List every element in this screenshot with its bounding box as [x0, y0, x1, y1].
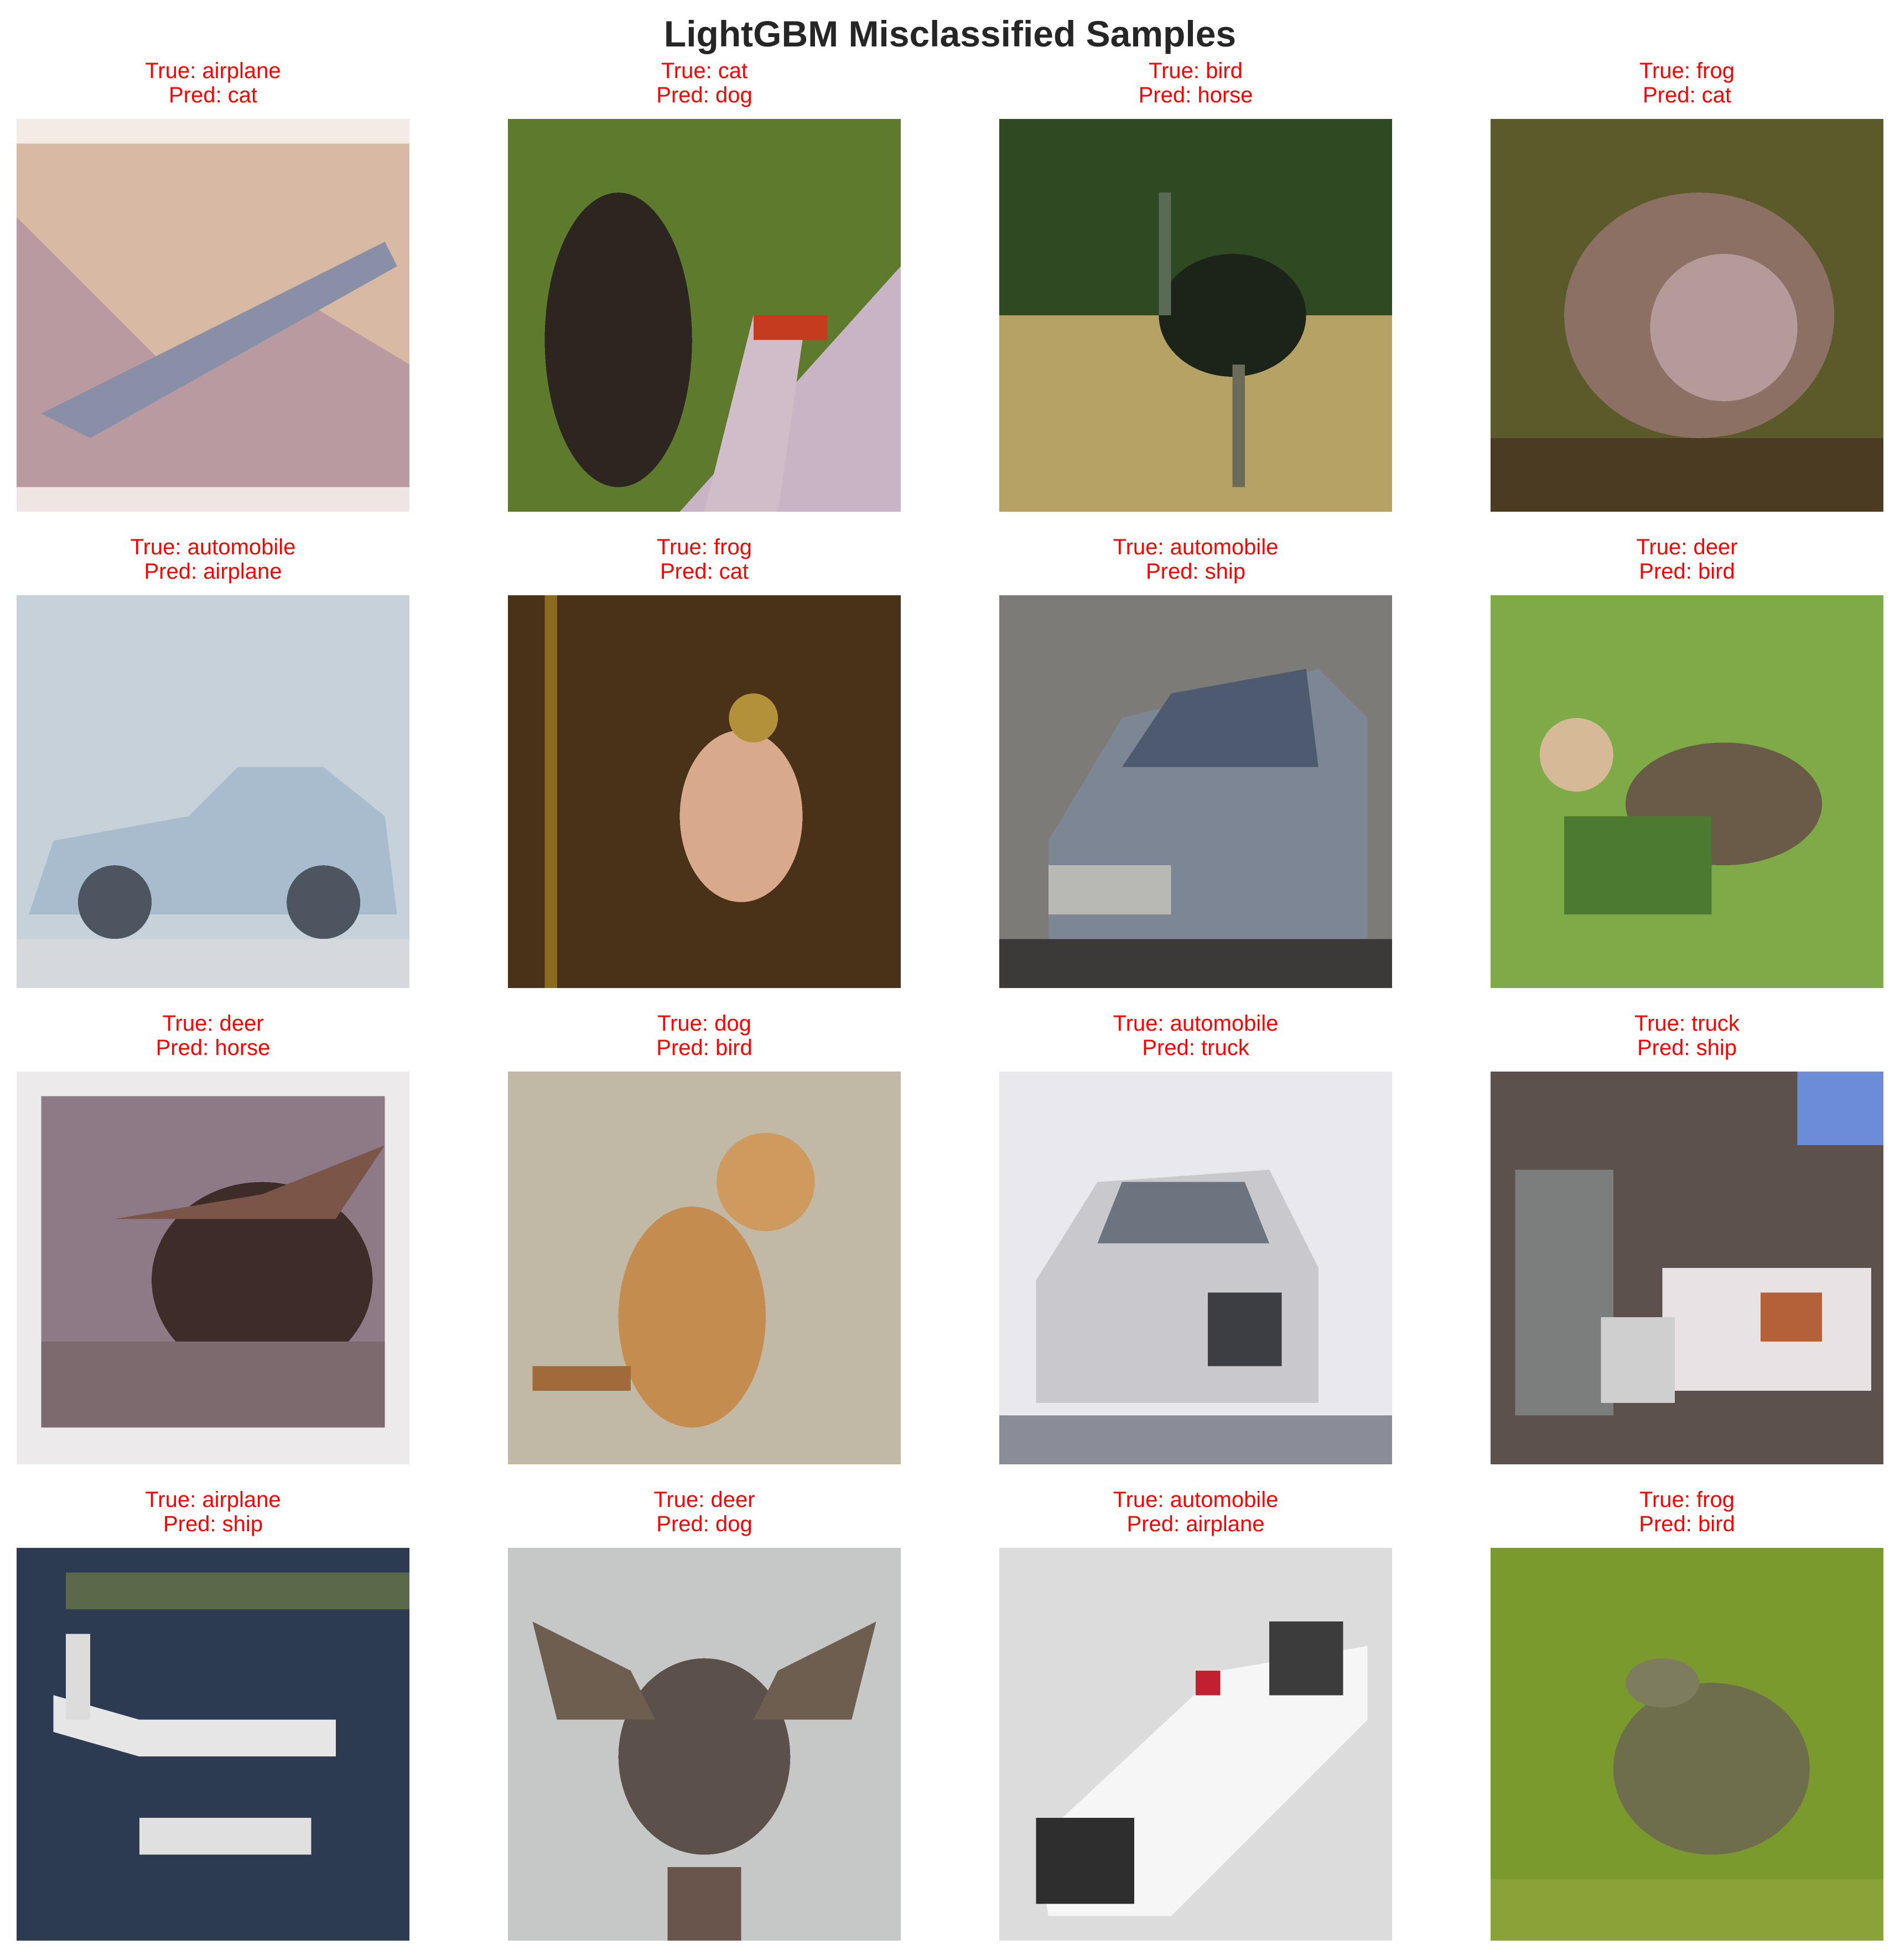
- pred-label: Pred: ship: [163, 1512, 263, 1536]
- true-label: True: truck: [1634, 1011, 1740, 1036]
- true-label: True: deer: [162, 1011, 264, 1036]
- true-label: True: airplane: [145, 59, 281, 83]
- true-label: True: automobile: [1113, 535, 1279, 559]
- pred-label: Pred: bird: [1639, 559, 1735, 584]
- true-label: True: frog: [1639, 1488, 1735, 1512]
- sample-caption: True: automobile Pred: ship: [999, 535, 1392, 584]
- white-car-front-photo: [999, 1072, 1392, 1464]
- true-label: True: deer: [1636, 535, 1738, 559]
- sample-caption: True: frog Pred: cat: [1491, 59, 1883, 107]
- antlered-deer-photo: [508, 1548, 901, 1941]
- pred-label: Pred: cat: [1642, 83, 1732, 107]
- figure-title: LightGBM Misclassified Samples: [663, 13, 1237, 54]
- sample-caption: True: frog Pred: bird: [1491, 1488, 1883, 1536]
- frog-in-dark-reeds-photo: [508, 595, 901, 988]
- sample-caption: True: airplane Pred: ship: [17, 1488, 409, 1536]
- sample-caption: True: truck Pred: ship: [1491, 1011, 1883, 1060]
- true-label: True: airplane: [145, 1488, 281, 1512]
- grey-sedan-photo: [999, 595, 1392, 988]
- seaplane-photo: [17, 1548, 409, 1941]
- silver-sports-car-photo: [17, 595, 409, 988]
- pred-label: Pred: ship: [1637, 1036, 1737, 1060]
- pred-label: Pred: dog: [656, 1512, 752, 1536]
- pred-label: Pred: truck: [1142, 1036, 1249, 1060]
- sample-caption: True: deer Pred: bird: [1491, 535, 1883, 584]
- toy-police-car-photo: [999, 1548, 1392, 1941]
- true-label: True: automobile: [130, 535, 296, 559]
- true-label: True: dog: [657, 1011, 751, 1036]
- pred-label: Pred: horse: [1138, 83, 1253, 107]
- sample-caption: True: cat Pred: dog: [508, 59, 901, 107]
- true-label: True: frog: [1639, 59, 1735, 83]
- sample-caption: True: deer Pred: horse: [17, 1011, 409, 1060]
- sample-caption: True: bird Pred: horse: [999, 59, 1392, 107]
- pred-label: Pred: cat: [660, 559, 749, 584]
- pred-label: Pred: ship: [1145, 559, 1246, 584]
- sitting-dog-photo: [508, 1072, 901, 1464]
- delivery-truck-photo: [1491, 1072, 1883, 1464]
- ostrich-on-grass-photo: [999, 119, 1392, 512]
- pred-label: Pred: airplane: [1126, 1512, 1265, 1536]
- true-label: True: cat: [661, 59, 748, 83]
- frog-in-grass-photo: [1491, 1548, 1883, 1941]
- pred-label: Pred: dog: [656, 83, 752, 107]
- true-label: True: frog: [657, 535, 752, 559]
- sample-caption: True: automobile Pred: airplane: [17, 535, 409, 584]
- sample-caption: True: dog Pred: bird: [508, 1011, 901, 1060]
- true-label: True: bird: [1149, 59, 1243, 83]
- true-label: True: automobile: [1113, 1488, 1279, 1512]
- sample-caption: True: airplane Pred: cat: [17, 59, 409, 107]
- pred-label: Pred: airplane: [144, 559, 282, 584]
- pred-label: Pred: cat: [168, 83, 258, 107]
- true-label: True: deer: [653, 1488, 755, 1512]
- deer-grazing-photo: [1491, 595, 1883, 988]
- cat-beside-car-photo: [508, 119, 901, 512]
- sample-caption: True: frog Pred: cat: [508, 535, 901, 584]
- sample-caption: True: automobile Pred: truck: [999, 1011, 1392, 1060]
- pred-label: Pred: horse: [155, 1036, 271, 1060]
- sample-caption: True: deer Pred: dog: [508, 1488, 901, 1536]
- sample-caption: True: automobile Pred: airplane: [999, 1488, 1392, 1536]
- true-label: True: automobile: [1113, 1011, 1279, 1036]
- pred-label: Pred: bird: [656, 1036, 752, 1060]
- airplane-over-mountain-photo: [17, 119, 409, 512]
- frog-in-foliage-photo: [1491, 119, 1883, 512]
- pred-label: Pred: bird: [1639, 1512, 1735, 1536]
- moose-portrait-photo: [17, 1072, 409, 1464]
